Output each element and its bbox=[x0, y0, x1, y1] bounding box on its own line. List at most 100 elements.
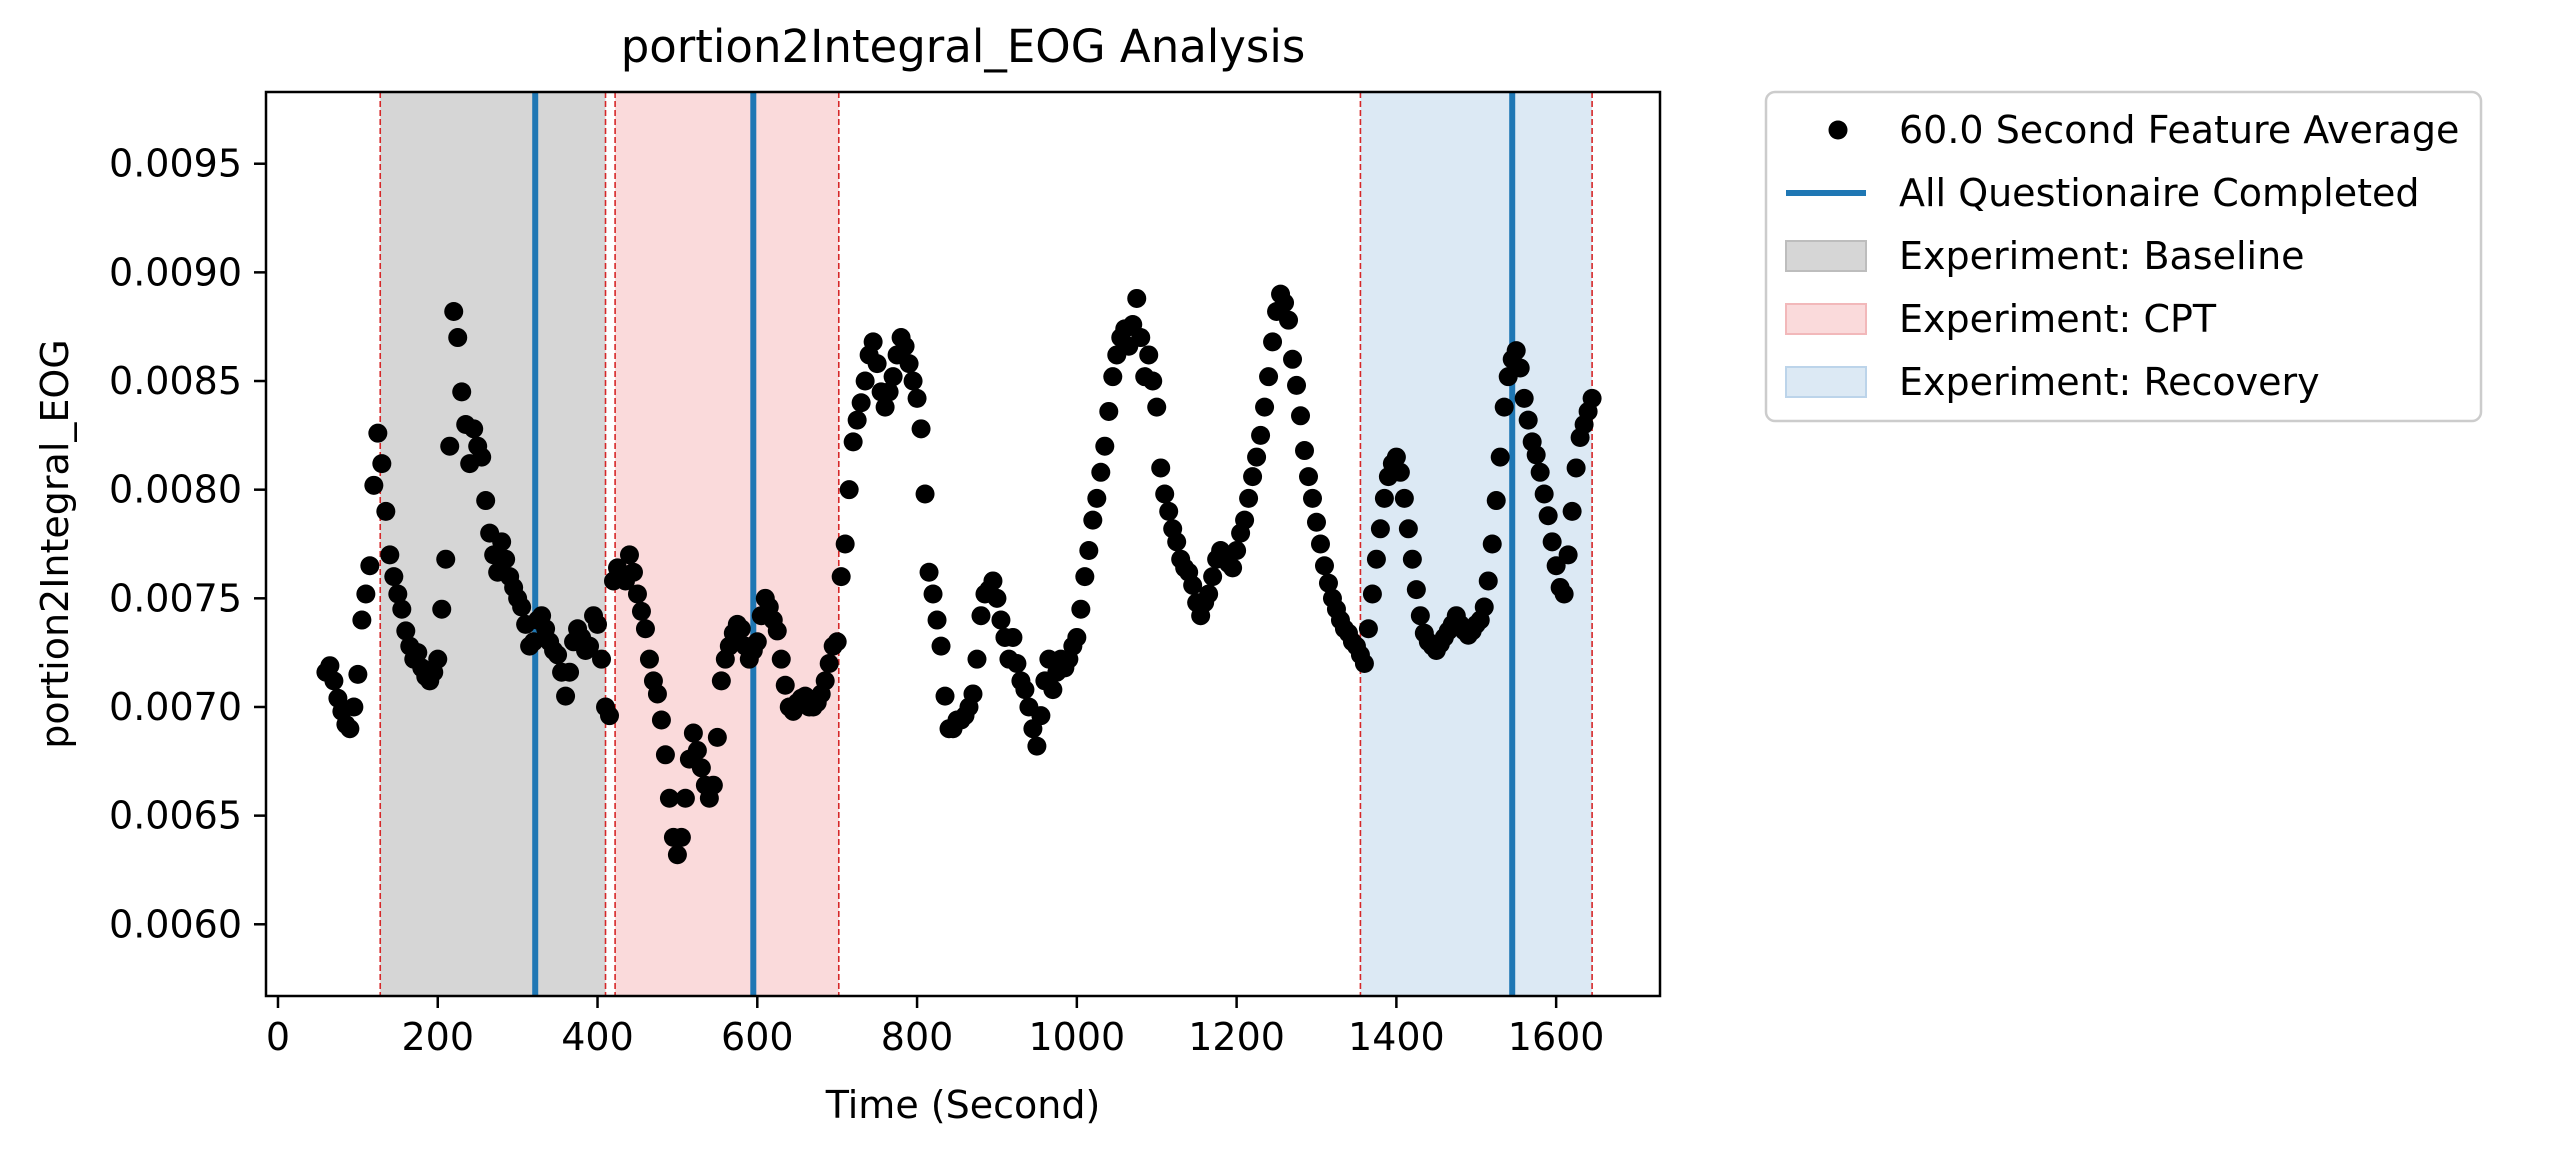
y-tick-label-2: 0.0070 bbox=[109, 685, 242, 729]
data-point-93 bbox=[687, 740, 707, 760]
data-point-90 bbox=[675, 788, 695, 808]
data-point-113 bbox=[767, 621, 787, 641]
data-point-227 bbox=[1223, 558, 1243, 578]
data-point-1 bbox=[320, 656, 340, 676]
data-point-231 bbox=[1239, 488, 1259, 508]
data-point-237 bbox=[1263, 332, 1283, 352]
data-point-138 bbox=[867, 354, 887, 374]
data-point-249 bbox=[1310, 534, 1330, 554]
data-point-19 bbox=[392, 599, 412, 619]
data-point-130 bbox=[835, 534, 855, 554]
data-point-213 bbox=[1167, 532, 1187, 552]
data-point-228 bbox=[1227, 541, 1247, 561]
data-point-8 bbox=[348, 664, 368, 684]
data-point-88 bbox=[667, 845, 687, 865]
data-point-92 bbox=[683, 723, 703, 743]
data-point-203 bbox=[1127, 288, 1147, 308]
data-point-40 bbox=[476, 491, 496, 511]
data-point-230 bbox=[1235, 510, 1255, 530]
questionnaire-lines bbox=[532, 92, 1516, 996]
data-point-131 bbox=[839, 480, 859, 500]
data-point-222 bbox=[1203, 567, 1223, 587]
data-point-172 bbox=[1003, 627, 1023, 647]
data-point-217 bbox=[1183, 575, 1203, 595]
data-points bbox=[316, 284, 1602, 865]
data-point-89 bbox=[671, 827, 691, 847]
data-point-251 bbox=[1318, 573, 1338, 593]
data-point-80 bbox=[635, 619, 655, 639]
data-point-84 bbox=[651, 710, 671, 730]
data-point-232 bbox=[1243, 467, 1263, 487]
x-axis-label: Time (Second) bbox=[825, 1083, 1101, 1127]
data-point-152 bbox=[923, 584, 943, 604]
legend-label-experiment-cpt: Experiment: CPT bbox=[1899, 297, 2217, 341]
legend: 60.0 Second Feature Average All Questiona… bbox=[1764, 90, 2483, 423]
data-point-173 bbox=[1007, 654, 1027, 674]
data-point-178 bbox=[1027, 736, 1047, 756]
data-point-197 bbox=[1103, 367, 1123, 387]
data-point-145 bbox=[895, 336, 915, 356]
data-point-49 bbox=[512, 597, 532, 617]
x-tick-label-3: 600 bbox=[721, 1015, 794, 1059]
data-point-34 bbox=[452, 382, 472, 402]
data-point-210 bbox=[1155, 484, 1175, 504]
data-point-167 bbox=[983, 571, 1003, 591]
data-point-204 bbox=[1131, 328, 1151, 348]
data-point-18 bbox=[388, 584, 408, 604]
data-point-189 bbox=[1071, 599, 1091, 619]
data-point-299 bbox=[1510, 358, 1530, 378]
data-point-264 bbox=[1370, 519, 1390, 539]
legend-label-60-0-second-feature-average: 60.0 Second Feature Average bbox=[1899, 108, 2459, 152]
data-point-151 bbox=[919, 562, 939, 582]
data-point-196 bbox=[1099, 401, 1119, 421]
data-point-246 bbox=[1299, 467, 1319, 487]
x-tick-label-1: 200 bbox=[401, 1015, 474, 1059]
data-point-66 bbox=[580, 636, 600, 656]
x-tick-label-8: 1600 bbox=[1508, 1015, 1605, 1059]
x-tick-label-7: 1400 bbox=[1348, 1015, 1445, 1059]
legend-label-experiment-baseline: Experiment: Baseline bbox=[1899, 234, 2305, 278]
legend-patch-experiment-cpt bbox=[1785, 303, 1867, 335]
data-point-150 bbox=[915, 484, 935, 504]
data-point-153 bbox=[927, 610, 947, 630]
data-point-128 bbox=[827, 632, 847, 652]
data-point-207 bbox=[1143, 371, 1163, 391]
y-tick-label-1: 0.0065 bbox=[109, 794, 242, 838]
data-point-154 bbox=[931, 636, 951, 656]
data-point-188 bbox=[1067, 627, 1087, 647]
data-point-133 bbox=[847, 410, 867, 430]
data-point-211 bbox=[1159, 501, 1179, 521]
data-point-9 bbox=[352, 610, 372, 630]
data-point-29 bbox=[432, 599, 452, 619]
data-point-175 bbox=[1015, 680, 1035, 700]
data-point-108 bbox=[747, 632, 767, 652]
data-point-310 bbox=[1554, 584, 1574, 604]
data-point-2 bbox=[324, 671, 344, 691]
data-point-268 bbox=[1386, 447, 1406, 467]
data-point-104 bbox=[731, 619, 751, 639]
data-point-206 bbox=[1139, 345, 1159, 365]
legend-patch-experiment-baseline bbox=[1785, 240, 1867, 272]
data-point-190 bbox=[1075, 567, 1095, 587]
data-point-15 bbox=[376, 501, 396, 521]
data-point-115 bbox=[775, 675, 795, 695]
data-point-164 bbox=[971, 606, 991, 626]
y-tick-label-3: 0.0075 bbox=[109, 576, 242, 620]
chart-title: portion2Integral_EOG Analysis bbox=[621, 20, 1306, 73]
data-point-182 bbox=[1043, 680, 1063, 700]
y-tick-label-0: 0.0060 bbox=[109, 902, 242, 946]
data-point-261 bbox=[1358, 619, 1378, 639]
data-point-147 bbox=[903, 371, 923, 391]
data-point-311 bbox=[1558, 545, 1578, 565]
data-point-83 bbox=[647, 684, 667, 704]
data-point-39 bbox=[472, 447, 492, 467]
x-tick-label-5: 1000 bbox=[1028, 1015, 1125, 1059]
data-point-134 bbox=[851, 393, 871, 413]
data-point-295 bbox=[1494, 397, 1514, 417]
data-point-68 bbox=[588, 614, 608, 634]
data-point-265 bbox=[1374, 488, 1394, 508]
data-point-233 bbox=[1247, 447, 1267, 467]
data-point-192 bbox=[1083, 510, 1103, 530]
data-point-298 bbox=[1506, 341, 1526, 361]
